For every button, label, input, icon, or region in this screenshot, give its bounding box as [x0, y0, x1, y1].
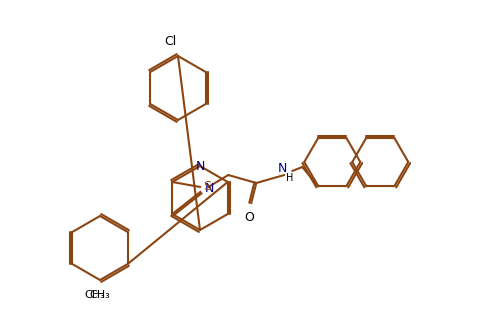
- Text: N: N: [195, 161, 205, 173]
- Text: Cl: Cl: [164, 35, 176, 48]
- Text: N: N: [278, 162, 287, 176]
- Text: H: H: [287, 173, 293, 183]
- Text: S: S: [204, 181, 211, 193]
- Text: CH₃: CH₃: [89, 290, 110, 300]
- Text: CH₃: CH₃: [84, 290, 105, 300]
- Text: N: N: [205, 182, 214, 196]
- Text: O: O: [245, 211, 254, 224]
